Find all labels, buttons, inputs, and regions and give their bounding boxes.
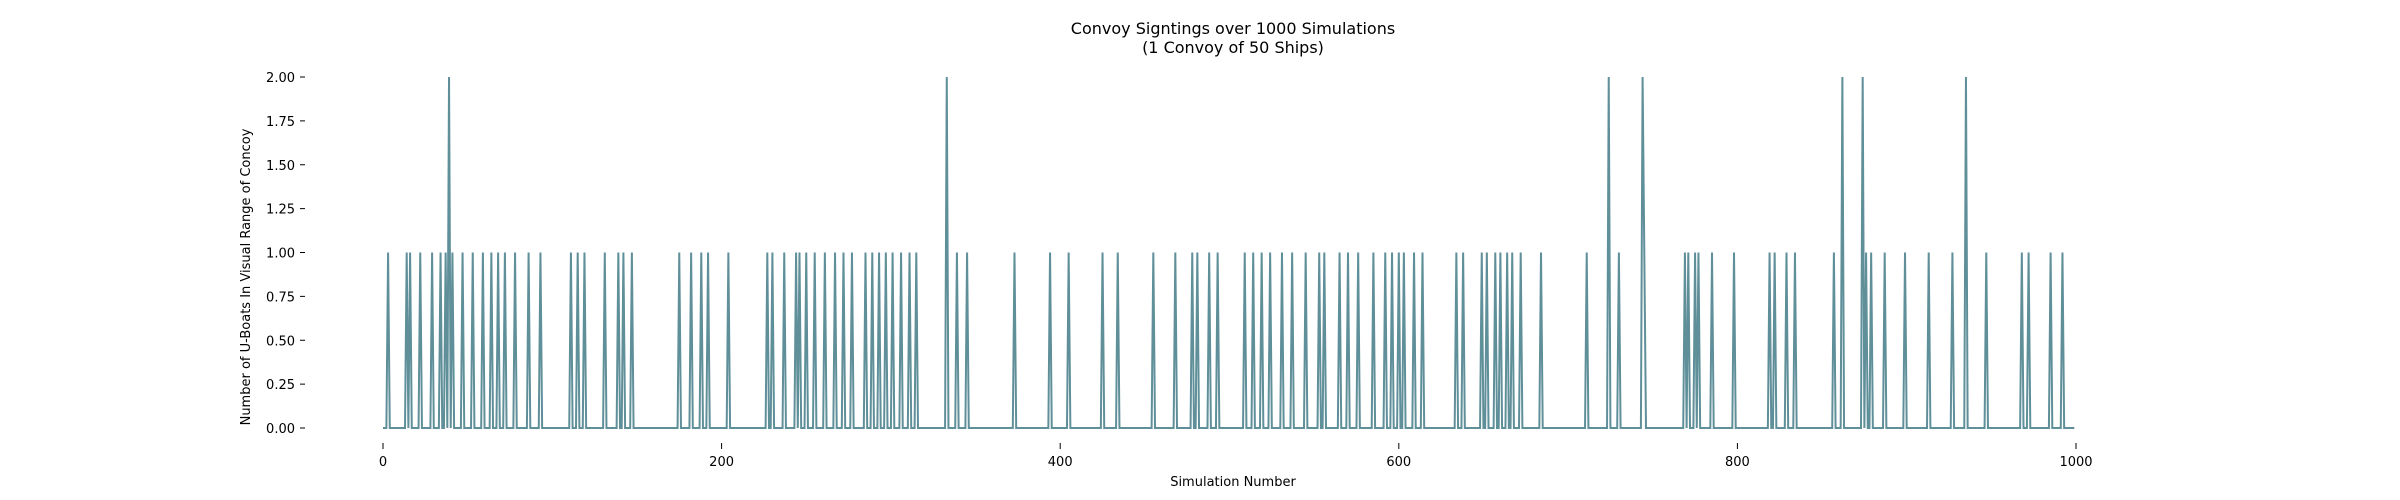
y-tick-label: 0.75: [266, 290, 295, 305]
y-tick-label: 1.25: [266, 203, 295, 218]
chart-title: Convoy Signtings over 1000 Simulations: [1071, 19, 1395, 38]
x-axis-label: Simulation Number: [1170, 475, 1296, 490]
y-tick-label: 0.50: [266, 334, 295, 349]
y-axis: 0.00 0.25 0.50 0.75 1.00 1.25 1.50 1.75 2.00: [266, 71, 305, 437]
x-axis: 0 200 400 600 800 1000: [379, 443, 2093, 470]
y-tick-label: 0.00: [266, 422, 295, 437]
x-tick-label: 600: [1386, 455, 1411, 470]
y-tick-label: 1.75: [266, 115, 295, 130]
y-tick-label: 0.25: [266, 378, 295, 393]
chart-subtitle: (1 Convoy of 50 Ships): [1142, 38, 1324, 57]
x-tick-label: 1000: [2059, 455, 2092, 470]
y-tick-label: 2.00: [266, 71, 295, 86]
series-line: [383, 76, 2075, 429]
x-tick-label: 200: [709, 455, 734, 470]
x-tick-label: 0: [379, 455, 387, 470]
x-tick-label: 400: [1048, 455, 1073, 470]
y-axis-label: Number of U-Boats In Visual Range of Con…: [239, 128, 254, 425]
y-tick-label: 1.50: [266, 159, 295, 174]
y-tick-label: 1.00: [266, 247, 295, 262]
x-tick-label: 800: [1725, 455, 1750, 470]
